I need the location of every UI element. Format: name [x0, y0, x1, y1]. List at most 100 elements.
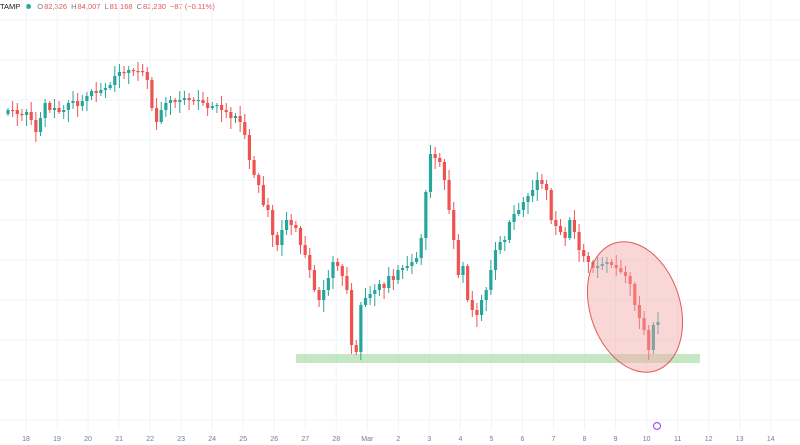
x-tick-label: 12 — [705, 436, 713, 443]
candle-body — [470, 300, 474, 310]
x-tick-label: Mar — [361, 436, 374, 443]
candle-body — [647, 330, 651, 350]
candle-body — [206, 103, 210, 108]
candle-body — [558, 226, 563, 232]
x-tick-label: 9 — [614, 436, 618, 443]
candle-body — [442, 162, 447, 180]
x-tick-label: 13 — [736, 436, 744, 443]
x-tick-label: 10 — [643, 436, 651, 443]
candle-body — [600, 264, 604, 266]
candle-body — [605, 262, 609, 264]
symbol-label: TAMP — [0, 2, 21, 11]
candle-body — [433, 154, 437, 158]
candle-body — [168, 100, 173, 103]
x-tick-label: 11 — [674, 436, 681, 443]
annotations-back — [296, 354, 700, 363]
cursor-icon — [652, 421, 662, 431]
candle-body — [554, 220, 558, 226]
candle-body — [201, 100, 205, 103]
candle-body — [336, 262, 340, 266]
candle-body — [108, 85, 112, 88]
candle-body — [359, 305, 363, 352]
candle-body — [15, 110, 19, 114]
candle-body — [196, 100, 200, 102]
candle-body — [280, 230, 284, 245]
x-tick-label: 6 — [521, 436, 525, 443]
x-axis: 18 19 20 21 22 23 24 25 26 27 28 Mar 2 3 4 5 6 7 8 9 10 11 12 1… — [22, 436, 775, 443]
candle-body — [493, 250, 498, 270]
candle-body — [317, 290, 321, 300]
x-tick-label: 2 — [396, 436, 400, 443]
candle-body — [414, 258, 419, 262]
candle-body — [210, 106, 214, 108]
candle-body — [164, 103, 168, 110]
candle-body — [219, 105, 224, 110]
candle-body — [531, 190, 535, 196]
candle-body — [623, 272, 628, 276]
candle-body — [368, 294, 372, 298]
candle-body — [154, 108, 159, 122]
candle-body — [312, 270, 317, 290]
candle-body — [192, 100, 196, 102]
candle-body — [503, 240, 507, 242]
candle-body — [38, 118, 43, 132]
candle-body — [628, 276, 632, 284]
low-value: 81,168 — [109, 2, 133, 11]
ohlc-legend: TAMP O 82,326 H 84,007 L 81,168 C 82,230 −87… — [0, 2, 215, 11]
candle-body — [145, 72, 149, 80]
candle-body — [229, 112, 233, 118]
candle-body — [354, 345, 358, 352]
status-dot-icon — [26, 4, 32, 9]
candle-body — [159, 110, 163, 122]
candle-body — [619, 268, 623, 272]
candle-body — [238, 116, 242, 122]
support-zone-rectangle — [296, 354, 700, 363]
candle-body — [150, 80, 154, 108]
candle-body — [419, 238, 423, 258]
candle-body — [284, 220, 289, 230]
candle-body — [591, 262, 595, 268]
candle-body — [582, 250, 586, 256]
candle-body — [182, 98, 187, 100]
x-tick-label: 19 — [53, 436, 61, 443]
x-tick-label: 27 — [301, 436, 309, 443]
candle-body — [326, 278, 330, 290]
candle-body — [261, 185, 265, 205]
candle-body — [48, 103, 52, 110]
candle-body — [489, 270, 493, 290]
candle-body — [586, 256, 590, 262]
candle-body — [127, 70, 131, 73]
candle-body — [247, 135, 252, 160]
x-tick-label: 24 — [208, 436, 216, 443]
x-tick-label: 8 — [583, 436, 587, 443]
candle-body — [57, 108, 61, 112]
candle-body — [289, 220, 293, 225]
candle-body — [122, 72, 126, 74]
candle-body — [475, 310, 479, 315]
candle-body — [266, 205, 270, 210]
candle-body — [80, 101, 84, 106]
x-tick-label: 20 — [84, 436, 92, 443]
candle-body — [340, 266, 344, 276]
candle-body — [294, 225, 298, 228]
candle-body — [85, 96, 89, 101]
candle-body — [596, 266, 600, 268]
candle-body — [401, 268, 405, 270]
candle-body — [99, 90, 103, 93]
candle-body — [131, 70, 135, 72]
x-tick-label: 25 — [239, 436, 247, 443]
candle-body — [66, 103, 70, 110]
candle-body — [233, 116, 238, 118]
x-tick-label: 28 — [332, 436, 340, 443]
candle-body — [563, 232, 567, 238]
candle-body — [345, 276, 349, 290]
candle-body — [633, 284, 637, 305]
candle-body — [637, 305, 642, 318]
x-tick-label: 14 — [767, 436, 775, 443]
candle-body — [271, 210, 275, 235]
high-value: 84,007 — [77, 2, 101, 11]
candle-body — [29, 112, 33, 120]
change-value: −87 (−0.11%) — [169, 2, 215, 11]
open-label: O — [37, 2, 44, 11]
